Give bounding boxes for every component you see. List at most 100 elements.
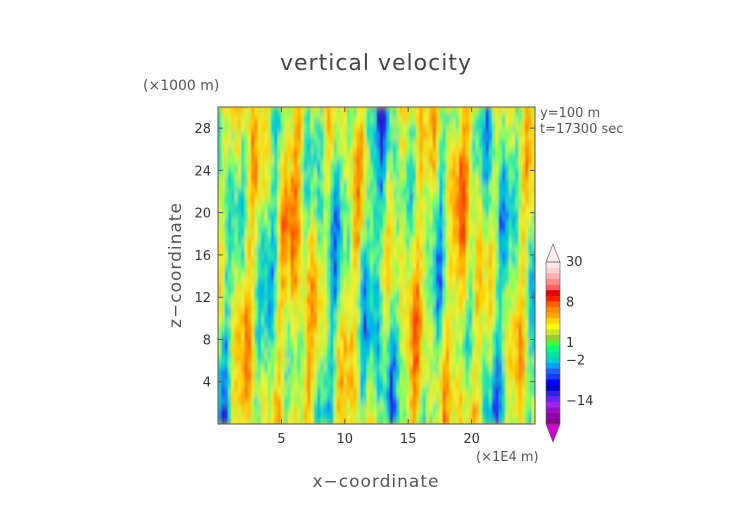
field-cell — [515, 357, 520, 366]
field-cell — [234, 331, 239, 339]
field-cell — [459, 219, 463, 227]
field-cell — [323, 371, 328, 379]
field-cell — [475, 285, 480, 293]
field-cell — [320, 404, 325, 412]
field-cell — [462, 377, 467, 386]
field-cell — [336, 311, 341, 320]
field-cell — [280, 192, 285, 201]
field-cell — [528, 120, 533, 128]
field-cell — [326, 225, 331, 234]
field-cell — [386, 252, 391, 260]
field-cell — [260, 113, 265, 121]
field-cell — [234, 192, 239, 201]
field-cell — [422, 404, 427, 412]
field-cell — [366, 272, 371, 280]
field-cell — [244, 153, 249, 161]
field-cell — [505, 397, 510, 405]
field-cell — [379, 417, 384, 424]
field-cell — [237, 305, 242, 313]
field-cell — [402, 371, 407, 379]
field-cell — [254, 390, 259, 399]
field-cell — [389, 239, 394, 247]
field-cell — [412, 351, 417, 359]
field-cell — [426, 186, 430, 194]
field-cell — [257, 113, 262, 121]
field-cell — [317, 285, 321, 293]
field-cell — [449, 245, 454, 254]
field-cell — [264, 173, 269, 181]
field-cell — [284, 357, 288, 366]
field-cell — [244, 232, 249, 240]
field-cell — [353, 291, 358, 300]
field-cell — [525, 120, 529, 128]
field-cell — [422, 212, 427, 221]
field-cell — [462, 192, 467, 201]
field-cell — [531, 258, 535, 267]
field-cell — [237, 212, 242, 221]
field-cell — [218, 192, 222, 201]
field-cell — [221, 166, 226, 174]
field-cell — [330, 265, 335, 273]
field-cell — [284, 331, 288, 339]
field-cell — [472, 397, 477, 405]
field-cell — [435, 232, 440, 240]
field-cell — [293, 199, 298, 207]
field-cell — [313, 199, 318, 207]
field-cell — [227, 159, 232, 168]
field-cell — [528, 404, 533, 412]
chart-title: vertical velocity — [280, 51, 472, 76]
field-cell — [264, 278, 269, 287]
field-cell — [376, 126, 381, 135]
field-cell — [247, 252, 252, 260]
field-cell — [363, 371, 368, 379]
field-cell — [442, 245, 447, 254]
field-cell — [412, 245, 417, 254]
field-cell — [224, 126, 229, 135]
field-cell — [350, 212, 354, 221]
field-cell — [422, 410, 427, 419]
field-cell — [376, 166, 381, 174]
field-cell — [389, 371, 394, 379]
field-cell — [472, 173, 477, 181]
field-cell — [412, 384, 417, 392]
field-cell — [475, 410, 480, 419]
field-cell — [340, 390, 345, 399]
field-cell — [293, 159, 298, 168]
field-cell — [320, 324, 325, 333]
field-cell — [449, 377, 454, 386]
field-cell — [439, 113, 444, 121]
field-cell — [429, 278, 434, 287]
field-cell — [244, 404, 249, 412]
field-cell — [264, 113, 269, 121]
field-cell — [459, 126, 463, 135]
field-cell — [402, 166, 407, 174]
field-cell — [492, 239, 496, 247]
field-cell — [270, 298, 275, 306]
field-cell — [326, 364, 331, 372]
field-cell — [478, 285, 483, 293]
field-cell — [237, 219, 242, 227]
field-cell — [449, 272, 454, 280]
field-cell — [300, 113, 305, 121]
field-cell — [518, 324, 523, 333]
field-cell — [356, 351, 361, 359]
field-cell — [485, 107, 490, 115]
field-cell — [488, 225, 493, 234]
field-cell — [267, 113, 272, 121]
field-cell — [409, 146, 414, 155]
field-cell — [383, 390, 387, 399]
field-cell — [227, 140, 232, 148]
field-cell — [521, 120, 526, 128]
field-cell — [336, 212, 341, 221]
field-cell — [317, 324, 321, 333]
field-cell — [386, 278, 391, 287]
field-cell — [363, 344, 368, 353]
field-cell — [485, 338, 490, 346]
field-cell — [515, 219, 520, 227]
field-cell — [280, 324, 285, 333]
field-cell — [508, 404, 513, 412]
field-cell — [287, 212, 292, 221]
field-cell — [511, 140, 516, 148]
field-cell — [518, 338, 523, 346]
field-cell — [396, 384, 401, 392]
